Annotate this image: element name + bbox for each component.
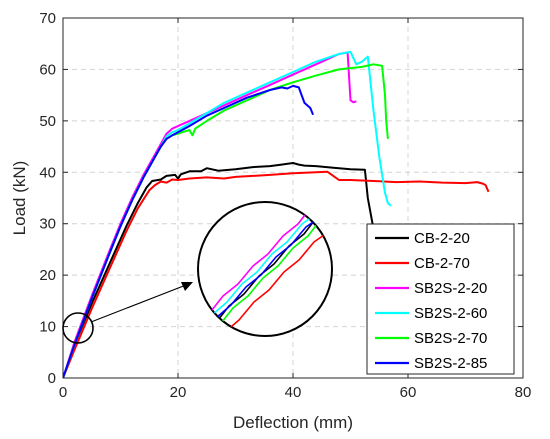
series-line-cb-2-20 <box>63 162 375 378</box>
tick-marks <box>62 17 524 379</box>
zoom-line-sb2s-2-70 <box>202 222 319 336</box>
x-axis-title: Deflection (mm) <box>233 413 353 432</box>
legend-label-sb2s-2-70: SB2S-2-70 <box>414 330 487 347</box>
zoom-source-circle <box>62 312 94 344</box>
y-tick-label: 20 <box>39 267 56 284</box>
series-group <box>63 50 490 378</box>
y-tick-label: 30 <box>39 216 56 233</box>
y-axis-title: Load (kN) <box>10 161 29 236</box>
x-tick-label: 60 <box>400 384 417 401</box>
y-tick-label: 50 <box>39 113 56 130</box>
y-tick-label: 10 <box>39 319 56 336</box>
legend-box <box>366 223 515 375</box>
series-line-cb-2-70 <box>63 170 490 378</box>
legend-label-sb2s-2-20: SB2S-2-20 <box>414 280 487 297</box>
legend-label-sb2s-2-60: SB2S-2-60 <box>414 305 487 322</box>
x-tick-label: 0 <box>59 384 67 401</box>
x-tick-label: 40 <box>285 384 302 401</box>
zoom-line-sb2s-2-60 <box>198 216 313 336</box>
legend-label-cb-2-70: CB-2-70 <box>414 255 470 272</box>
legend-label-cb-2-20: CB-2-20 <box>414 230 470 247</box>
y-tick-label: 40 <box>39 164 56 181</box>
y-tick-label: 70 <box>39 10 56 27</box>
zoom-arrow-line <box>90 284 187 323</box>
x-tick-label: 80 <box>515 384 532 401</box>
zoom-arrow-head <box>181 282 193 291</box>
legend-label-sb2s-2-85: SB2S-2-85 <box>414 355 487 372</box>
y-tick-labels: 0 10 20 30 40 50 60 70 <box>39 10 56 387</box>
zoom-line-sb2s-2-20 <box>198 210 309 330</box>
zoom-line-sb2s-2-85 <box>200 219 317 336</box>
y-tick-label: 0 <box>48 370 56 387</box>
x-tick-label: 20 <box>170 384 187 401</box>
legend: CB-2-20 CB-2-70 SB2S-2-20 SB2S-2-60 SB2S-2-7… <box>366 223 515 375</box>
x-tick-labels: 0 20 40 60 80 <box>59 384 532 401</box>
y-tick-label: 60 <box>39 61 56 78</box>
series-line-sb2s-2-85 <box>63 84 315 378</box>
